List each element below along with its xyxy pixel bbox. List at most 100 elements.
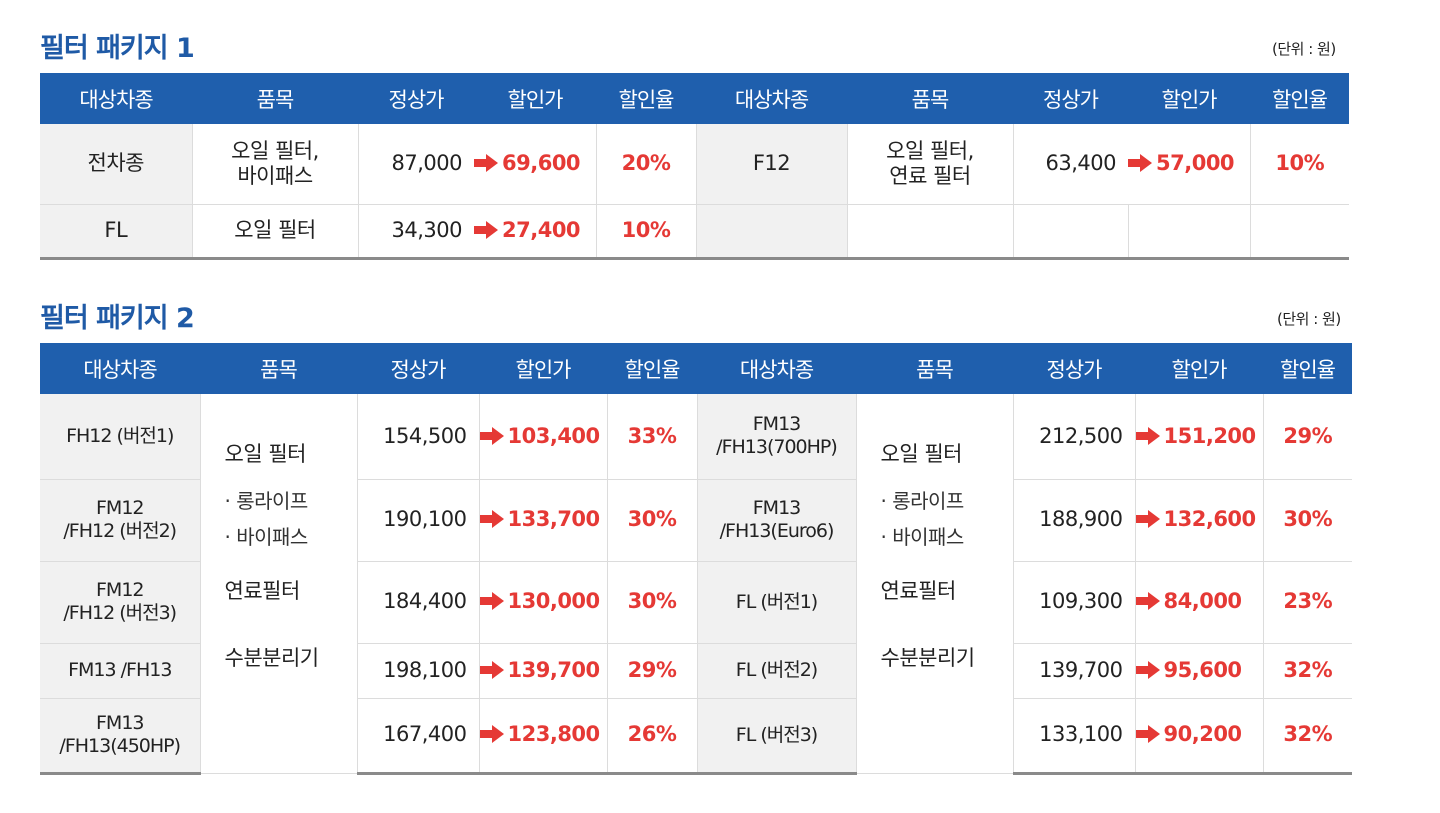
discount-value: 84,000 <box>1163 589 1243 614</box>
price-cell: 87,000 <box>358 124 474 205</box>
right-arrow-icon <box>1135 426 1160 445</box>
empty-cell <box>1250 204 1349 260</box>
table-row: FM12/FH12 (버전3) 184,400 130,000 30% FL (… <box>40 561 1352 644</box>
item-longlife: · 롱라이프 <box>880 489 965 514</box>
header-item: 품목 <box>847 73 1013 124</box>
price-cell: 167,400 <box>357 698 480 775</box>
table-row: FM12/FH12 (버전2) 190,100 133,700 30% FM13… <box>40 479 1352 562</box>
price-cell: 154,500 <box>357 394 480 480</box>
right-arrow-icon <box>479 510 504 529</box>
price-cell: 34,300 <box>358 204 474 260</box>
discount-cell: 139,700 <box>479 643 608 699</box>
header-price: 정상가 <box>1013 73 1128 124</box>
model-line: FL (버전1) <box>735 590 818 613</box>
model-cell: FM13/FH13(Euro6) <box>697 479 857 562</box>
header-model: 대상차종 <box>40 343 200 394</box>
rate-cell: 32% <box>1263 643 1352 699</box>
package2-table: 대상차종 품목 정상가 할인가 할인율 대상차종 품목 정상가 할인가 할인율 … <box>40 343 1352 775</box>
discount-cell: 151,200 <box>1135 394 1264 480</box>
discount-cell: 84,000 <box>1135 561 1264 644</box>
right-arrow-icon <box>1135 592 1160 611</box>
discount-cell: 57,000 <box>1128 124 1251 205</box>
rate-cell: 29% <box>607 643 698 699</box>
table-row: FL 오일 필터 34,300 27,400 10% <box>40 204 1349 260</box>
right-arrow-icon <box>1135 510 1160 529</box>
discount-value: 95,600 <box>1163 657 1243 682</box>
header-model: 대상차종 <box>696 73 847 124</box>
model-line: FM12 <box>96 497 144 520</box>
table-row: 전차종 오일 필터, 바이패스 87,000 69,600 20% F12 오일… <box>40 124 1349 205</box>
model-line: /FH13(450HP) <box>59 735 181 757</box>
model-cell: 전차종 <box>40 124 193 205</box>
model-line: FM12 <box>96 579 144 602</box>
header-discount: 할인가 <box>1135 343 1263 394</box>
header-item: 품목 <box>192 73 358 124</box>
rate-cell: 29% <box>1263 394 1352 480</box>
model-cell: FL <box>40 204 193 260</box>
model-cell: FM12/FH12 (버전3) <box>40 561 201 644</box>
table-row: FH12 (버전1) 오일 필터 · 롱라이프 · 바이패스 연료필터 수분분리… <box>40 394 1352 774</box>
discount-value: 132,600 <box>1163 507 1257 532</box>
discount-cell: 133,700 <box>479 479 608 562</box>
price-cell: 109,300 <box>1013 561 1136 644</box>
header-item: 품목 <box>856 343 1013 394</box>
price-cell: 184,400 <box>357 561 480 644</box>
model-line: /FH12 (버전3) <box>63 602 177 624</box>
item-line: 오일 필터, <box>231 138 319 163</box>
discount-value: 27,400 <box>502 217 581 242</box>
package2-header-row: 대상차종 품목 정상가 할인가 할인율 대상차종 품목 정상가 할인가 할인율 <box>40 343 1352 394</box>
header-price: 정상가 <box>357 343 479 394</box>
empty-cell <box>1013 204 1129 260</box>
model-cell: FH12 (버전1) <box>40 394 201 480</box>
model-line: FM13 <box>752 413 802 436</box>
package2-unit: (단위 : 원) <box>1277 310 1341 328</box>
discount-cell: 123,800 <box>479 698 608 775</box>
model-cell: FL (버전2) <box>697 643 857 699</box>
header-price: 정상가 <box>1013 343 1135 394</box>
package1-unit: (단위 : 원) <box>1272 40 1336 58</box>
header-rate: 할인율 <box>607 343 697 394</box>
discount-cell: 27,400 <box>474 204 597 260</box>
discount-cell: 103,400 <box>479 394 608 480</box>
model-line: FL (버전2) <box>735 659 818 682</box>
model-line: FL (버전3) <box>735 723 818 746</box>
item-line: 오일 필터, <box>886 138 974 163</box>
right-arrow-icon <box>1135 660 1160 679</box>
item-fuel-filter: 연료필터 <box>880 579 957 604</box>
item-water-separator: 수분분리기 <box>880 646 976 671</box>
rate-cell: 26% <box>607 698 698 775</box>
item-water-separator: 수분분리기 <box>224 646 320 671</box>
discount-cell: 95,600 <box>1135 643 1264 699</box>
item-bypass: · 바이패스 <box>224 525 309 550</box>
model-cell: FM13/FH13(700HP) <box>697 394 857 480</box>
model-line: FM13 <box>752 497 802 520</box>
discount-value: 139,700 <box>507 657 601 682</box>
empty-cell <box>847 204 1014 260</box>
model-cell: FL (버전3) <box>697 698 857 775</box>
item-longlife: · 롱라이프 <box>224 489 309 514</box>
model-line: FM13 /FH13 <box>68 659 172 682</box>
model-line: /FH13(700HP) <box>716 436 838 459</box>
model-line: /FH12 (버전2) <box>63 520 177 542</box>
header-item: 품목 <box>200 343 357 394</box>
package1-title: 필터 패키지 1 <box>40 33 195 64</box>
price-cell: 212,500 <box>1013 394 1136 480</box>
header-model: 대상차종 <box>697 343 856 394</box>
discount-value: 103,400 <box>507 423 601 448</box>
discount-value: 130,000 <box>507 589 601 614</box>
discount-value: 123,800 <box>507 722 601 747</box>
header-model: 대상차종 <box>40 73 192 124</box>
model-cell: FL (버전1) <box>697 561 857 644</box>
discount-value: 90,200 <box>1163 722 1243 747</box>
discount-cell: 90,200 <box>1135 698 1264 775</box>
header-discount: 할인가 <box>1128 73 1250 124</box>
model-line: FH12 (버전1) <box>66 424 174 447</box>
price-cell: 139,700 <box>1013 643 1136 699</box>
item-bypass: · 바이패스 <box>880 525 965 550</box>
price-cell: 188,900 <box>1013 479 1136 562</box>
right-arrow-icon <box>479 660 504 679</box>
table-row: FM13/FH13(450HP) 167,400 123,800 26% FL … <box>40 698 1352 775</box>
right-arrow-icon <box>474 220 498 239</box>
discount-value: 57,000 <box>1156 151 1235 176</box>
model-cell: FM13 /FH13 <box>40 643 201 699</box>
